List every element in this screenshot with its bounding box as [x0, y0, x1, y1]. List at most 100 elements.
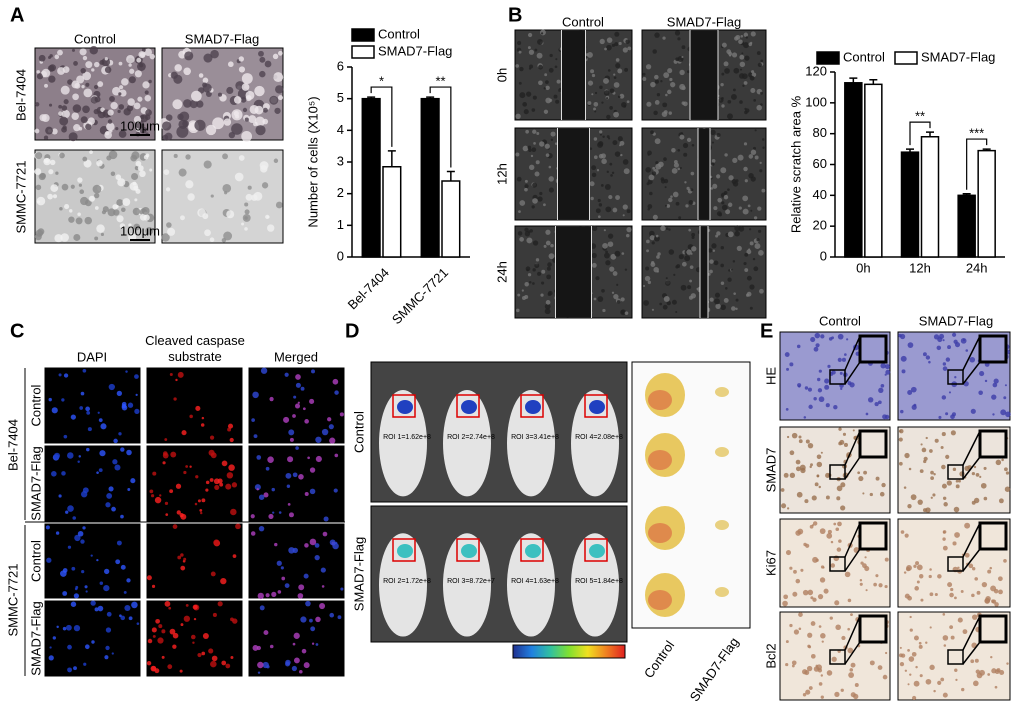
image-texture: [613, 73, 616, 76]
image-texture: [263, 492, 269, 498]
image-texture: [837, 333, 844, 340]
tumor-detail: [648, 450, 672, 470]
image-texture: [991, 394, 997, 400]
image-texture: [70, 601, 77, 607]
image-texture: [120, 615, 126, 621]
image-texture: [47, 193, 53, 200]
image-texture: [814, 482, 819, 487]
image-texture: [983, 496, 988, 501]
zoom-line: [962, 430, 981, 480]
image-texture: [954, 596, 957, 600]
image-texture: [189, 465, 192, 468]
image-texture: [281, 576, 286, 581]
image-texture: [587, 51, 593, 58]
image-texture: [865, 589, 868, 592]
x-tick-label: SMMC-7721: [389, 265, 451, 327]
image-texture: [299, 669, 303, 674]
image-texture: [656, 255, 660, 259]
image-texture: [224, 191, 228, 195]
image-texture: [536, 131, 540, 135]
image-texture: [840, 505, 846, 511]
image-texture: [162, 121, 172, 131]
image-texture: [63, 99, 69, 105]
image-texture: [149, 168, 153, 172]
image-texture: [970, 659, 975, 664]
image-texture: [807, 442, 814, 449]
image-texture: [599, 38, 605, 45]
image-texture: [99, 450, 106, 457]
image-texture: [954, 376, 957, 379]
image-texture: [993, 378, 999, 384]
image-texture: [785, 640, 789, 644]
image-texture: [545, 240, 551, 246]
image-texture: [305, 600, 311, 607]
image-texture: [616, 300, 621, 304]
image-texture: [545, 80, 549, 84]
image-texture: [35, 184, 42, 191]
image: [248, 445, 345, 522]
tumor-detail: [648, 390, 672, 410]
image-texture: [591, 73, 596, 78]
y-tick-label: 2: [337, 185, 344, 200]
image-texture: [79, 406, 84, 410]
image-texture: [718, 213, 723, 217]
image-texture: [185, 154, 191, 160]
image-texture: [1003, 559, 1007, 563]
scratch-gap: [698, 129, 710, 219]
image-texture: [266, 215, 270, 219]
image-texture: [266, 665, 270, 669]
y-axis-label: Relative scratch area %: [788, 95, 803, 233]
image-texture: [741, 52, 744, 55]
image-texture: [202, 83, 212, 93]
image-texture: [544, 303, 551, 310]
image-texture: [662, 36, 666, 40]
image-texture: [333, 488, 338, 493]
image-texture: [62, 591, 68, 596]
image-texture: [544, 143, 550, 149]
image-texture: [885, 369, 891, 375]
image-texture: [128, 76, 136, 84]
image-texture: [739, 54, 745, 60]
image-texture: [145, 109, 152, 116]
image-texture: [293, 657, 300, 664]
y-tick-label: 1: [337, 217, 344, 232]
image-texture: [545, 97, 552, 104]
image-texture: [183, 67, 191, 76]
image-texture: [595, 276, 600, 281]
image-texture: [210, 660, 217, 668]
image-texture: [593, 155, 598, 160]
image-texture: [178, 168, 187, 177]
image-texture: [974, 577, 978, 581]
image-texture: [656, 93, 661, 97]
image-texture: [622, 204, 628, 210]
image-texture: [256, 455, 262, 460]
legend-swatch: [894, 51, 918, 65]
image-texture: [555, 99, 560, 104]
image-texture: [175, 483, 182, 489]
image-texture: [527, 273, 532, 277]
image-texture: [812, 521, 818, 526]
image-texture: [117, 109, 121, 114]
image-texture: [736, 245, 742, 251]
image-texture: [286, 484, 291, 488]
image-texture: [955, 479, 959, 483]
image-texture: [314, 555, 320, 561]
image-texture: [167, 664, 173, 670]
column-label: SMAD7-Flag: [687, 635, 742, 705]
image-texture: [838, 539, 842, 543]
image-texture: [962, 629, 968, 635]
image-texture: [657, 252, 661, 256]
colorbar: [512, 644, 626, 659]
image-texture: [709, 297, 714, 302]
image-texture: [907, 504, 912, 509]
image-texture: [711, 141, 715, 144]
image-texture: [309, 538, 317, 546]
image-texture: [758, 229, 762, 233]
image-texture: [517, 293, 521, 297]
image-texture: [125, 370, 128, 373]
image-texture: [732, 157, 738, 163]
image-texture: [112, 204, 118, 210]
image-texture: [905, 566, 911, 572]
image-texture: [929, 626, 932, 629]
image-texture: [94, 61, 100, 68]
